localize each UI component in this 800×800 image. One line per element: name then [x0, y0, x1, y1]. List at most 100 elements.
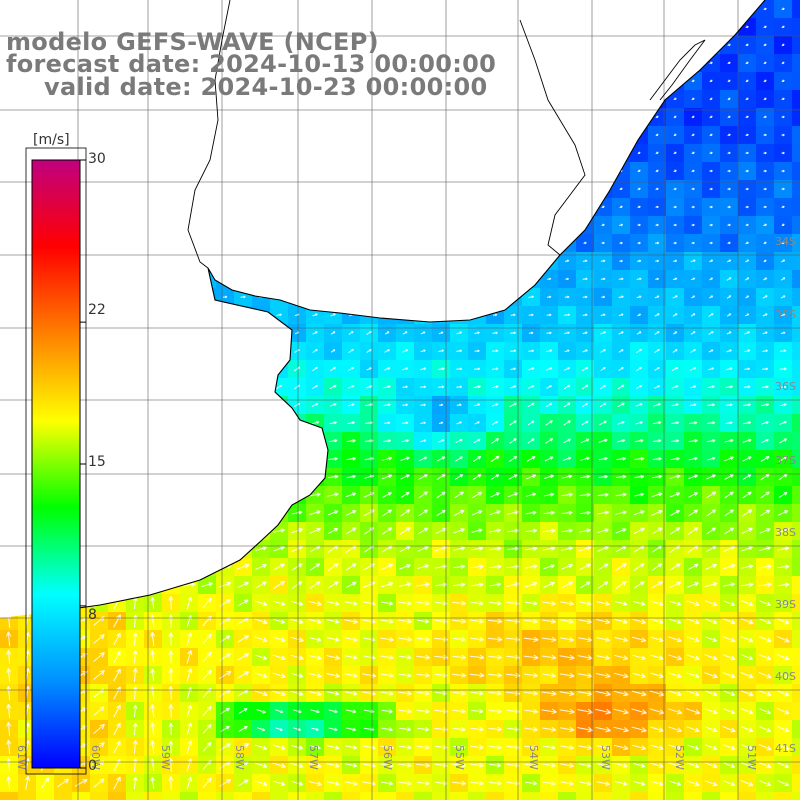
wind-arrow — [704, 726, 718, 733]
wind-arrow — [416, 582, 430, 588]
wind-arrow — [545, 402, 553, 408]
wind-arrow — [687, 527, 699, 535]
wind-arrow — [745, 133, 749, 137]
wind-arrow — [723, 527, 735, 535]
wind-cell — [594, 792, 613, 800]
wind-cell — [666, 792, 685, 800]
wind-arrow — [578, 763, 592, 768]
wind-arrow — [758, 582, 772, 588]
colorbar-tick-0: 0 — [88, 758, 97, 774]
wind-arrow — [686, 708, 701, 715]
wind-arrow — [744, 313, 750, 317]
wind-arrow — [150, 596, 156, 610]
wind-arrow — [113, 758, 121, 771]
wind-arrow — [742, 491, 752, 499]
wind-arrow — [561, 474, 573, 479]
wind-arrow — [436, 491, 446, 499]
wind-arrow — [328, 709, 338, 714]
wind-arrow — [776, 618, 790, 625]
wind-arrow — [255, 546, 267, 552]
wind-arrow — [150, 650, 156, 664]
wind-arrow — [563, 420, 571, 426]
wind-arrow — [636, 295, 642, 299]
wind-arrow — [312, 384, 319, 390]
wind-arrow — [310, 709, 320, 714]
wind-arrow — [543, 581, 555, 588]
wind-arrow — [722, 726, 736, 733]
wind-arrow — [740, 564, 754, 569]
wind-arrow — [707, 385, 715, 389]
wind-cell — [180, 792, 199, 800]
wind-cell — [792, 720, 800, 739]
wind-arrow — [615, 510, 627, 515]
wind-arrow — [655, 205, 659, 209]
wind-arrow — [275, 727, 283, 731]
wind-arrow — [272, 780, 286, 786]
wind-arrow — [398, 636, 412, 642]
wind-arrow — [6, 668, 12, 682]
wind-arrow — [330, 331, 336, 335]
wind-arrow — [637, 313, 642, 317]
wind-arrow — [671, 439, 680, 443]
wind-arrow — [762, 349, 768, 353]
wind-arrow — [525, 474, 537, 480]
wind-arrow — [381, 709, 393, 714]
wind-arrow — [330, 313, 336, 317]
wind-cell — [630, 792, 649, 800]
wind-arrow — [564, 295, 570, 299]
wind-arrow — [510, 313, 516, 317]
wind-arrow — [168, 668, 174, 682]
wind-cell — [72, 792, 91, 800]
wind-arrow — [582, 259, 588, 263]
wind-arrow — [650, 780, 664, 787]
wind-arrow — [613, 726, 629, 733]
wind-arrow — [579, 563, 591, 571]
wind-arrow — [524, 546, 538, 552]
wind-arrow — [312, 366, 318, 372]
lat-label: 34S — [775, 235, 796, 248]
wind-cell — [792, 540, 800, 559]
wind-arrow — [219, 653, 231, 661]
wind-arrow — [420, 403, 426, 407]
wind-arrow — [398, 708, 412, 714]
wind-arrow — [273, 618, 286, 624]
wind-cell — [468, 792, 487, 800]
lon-label: 60W — [89, 745, 102, 770]
wind-arrow — [132, 740, 138, 754]
wind-arrow — [635, 403, 643, 407]
wind-arrow — [326, 745, 340, 750]
wind-arrow — [561, 492, 573, 497]
wind-arrow — [345, 763, 358, 768]
wind-arrow — [601, 205, 605, 209]
model-title: modelo GEFS-WAVE (NCEP) — [6, 28, 379, 56]
wind-arrow — [402, 403, 408, 407]
wind-arrow — [636, 348, 643, 354]
wind-arrow — [438, 385, 445, 389]
wind-arrow — [454, 491, 465, 499]
wind-arrow — [709, 169, 713, 173]
wind-arrow — [399, 727, 412, 732]
wind-arrow — [254, 762, 268, 768]
wind-arrow — [599, 402, 607, 408]
wind-arrow — [381, 456, 393, 461]
wind-arrow — [690, 349, 696, 353]
wind-arrow — [452, 762, 466, 768]
wind-arrow — [326, 673, 340, 679]
wind-arrow — [745, 61, 749, 65]
wind-arrow — [726, 313, 732, 317]
wind-arrow — [186, 596, 192, 610]
wind-arrow — [578, 781, 592, 786]
wind-arrow — [272, 654, 286, 661]
wind-arrow — [326, 601, 340, 606]
wind-arrow — [150, 722, 156, 736]
wind-arrow — [651, 492, 663, 497]
wind-arrow — [381, 781, 394, 786]
wind-arrow — [668, 762, 682, 769]
wind-cell — [792, 198, 800, 217]
wind-arrow — [542, 600, 556, 606]
wind-arrow — [709, 133, 713, 137]
wind-arrow — [777, 510, 789, 516]
wind-arrow — [256, 727, 266, 732]
wind-arrow — [598, 438, 608, 443]
wind-cell — [792, 342, 800, 361]
